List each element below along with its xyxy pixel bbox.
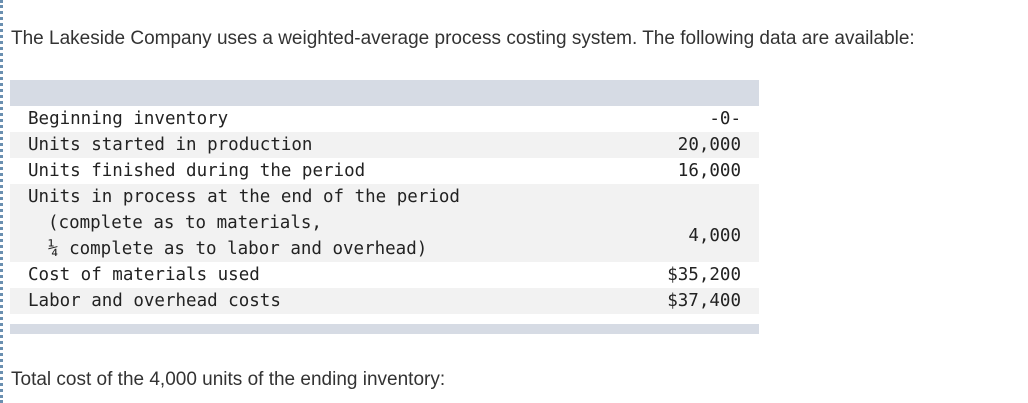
table-spacer xyxy=(10,314,759,324)
data-table: Beginning inventory -0- Units started in… xyxy=(10,80,759,334)
row-label: Labor and overhead costs xyxy=(28,291,281,311)
row-value: -0- xyxy=(709,109,741,129)
question-prompt: Total cost of the 4,000 units of the end… xyxy=(11,369,446,390)
table-row-units-started: Units started in production 20,000 xyxy=(10,132,759,158)
row-value: 20,000 xyxy=(677,135,741,155)
table-row-units-in-process: Units in process at the end of the perio… xyxy=(10,184,759,262)
row-label: Units started in production xyxy=(28,135,313,155)
table-row-units-finished: Units finished during the period 16,000 xyxy=(10,158,759,184)
row-value: $37,400 xyxy=(667,291,741,311)
row-label-line: ¼ complete as to labor and overhead) xyxy=(48,239,428,259)
table-row-labor-overhead-costs: Labor and overhead costs $37,400 xyxy=(10,288,759,314)
row-value: $35,200 xyxy=(667,265,741,285)
left-border-rule xyxy=(0,0,3,403)
row-label: Units finished during the period xyxy=(28,161,366,181)
table-row-beginning-inventory: Beginning inventory -0- xyxy=(10,106,759,132)
row-label-line: (complete as to materials, xyxy=(48,213,322,233)
row-value: 4,000 xyxy=(688,226,741,246)
table-footer-band xyxy=(10,324,759,334)
table-row-materials-cost: Cost of materials used $35,200 xyxy=(10,262,759,288)
row-label: Units in process at the end of the perio… xyxy=(28,184,460,262)
row-label: Cost of materials used xyxy=(28,265,260,285)
row-value: 16,000 xyxy=(677,161,741,181)
table-body: Beginning inventory -0- Units started in… xyxy=(10,106,759,314)
row-label-line: Units in process at the end of the perio… xyxy=(28,187,460,207)
problem-statement: The Lakeside Company uses a weighted-ave… xyxy=(11,28,915,49)
table-header-band xyxy=(10,80,759,106)
row-label: Beginning inventory xyxy=(28,109,229,129)
